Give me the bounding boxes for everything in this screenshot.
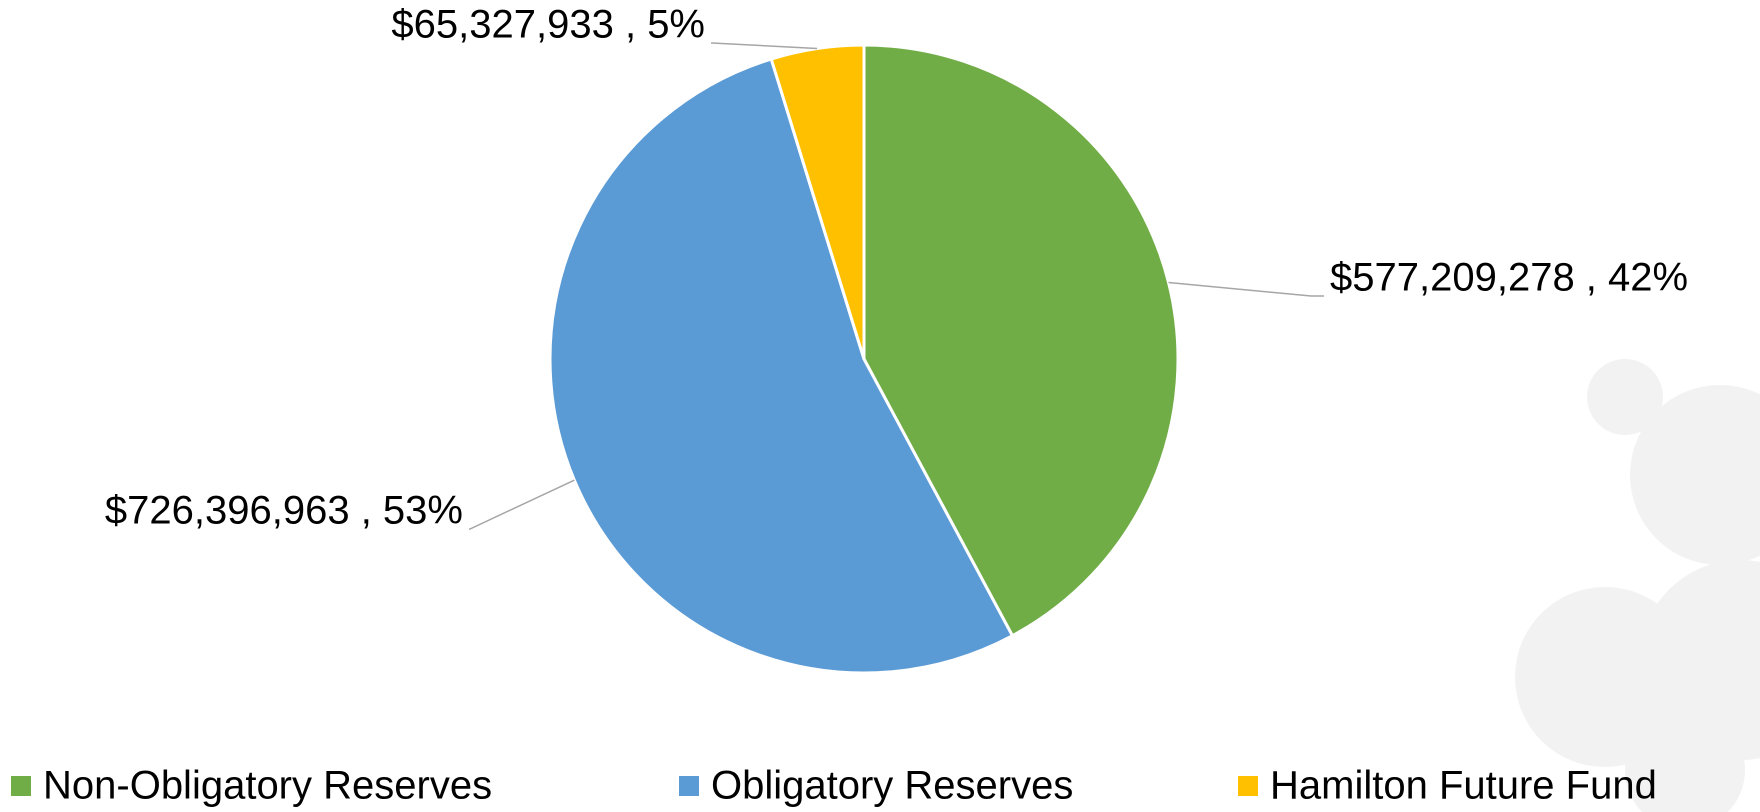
- data-label: $65,327,933 , 5%: [391, 3, 705, 47]
- leader-line: [1168, 281, 1324, 297]
- legend-label: Obligatory Reserves: [711, 764, 1073, 808]
- labels: $577,209,278 , 42% $726,396,963 , 53% $65,…: [105, 3, 1688, 533]
- legend-label: Hamilton Future Fund: [1270, 764, 1657, 808]
- legend-label: Non-Obligatory Reserves: [43, 764, 492, 808]
- background-decoration: [1515, 359, 1760, 812]
- leader-line: [469, 479, 575, 530]
- legend: Non-Obligatory Reserves Obligatory Reserv…: [11, 764, 1657, 808]
- data-label: $726,396,963 , 53%: [105, 489, 463, 533]
- pie-slice: [548, 57, 1015, 675]
- pie: [548, 43, 1180, 675]
- leader-line: [711, 42, 818, 50]
- legend-swatch: [11, 776, 31, 796]
- pie-slice: [862, 43, 1180, 638]
- data-label: $577,209,278 , 42%: [1330, 256, 1688, 300]
- legend-swatch: [1238, 776, 1258, 796]
- legend-swatch: [679, 776, 699, 796]
- pie-slice: [769, 43, 866, 360]
